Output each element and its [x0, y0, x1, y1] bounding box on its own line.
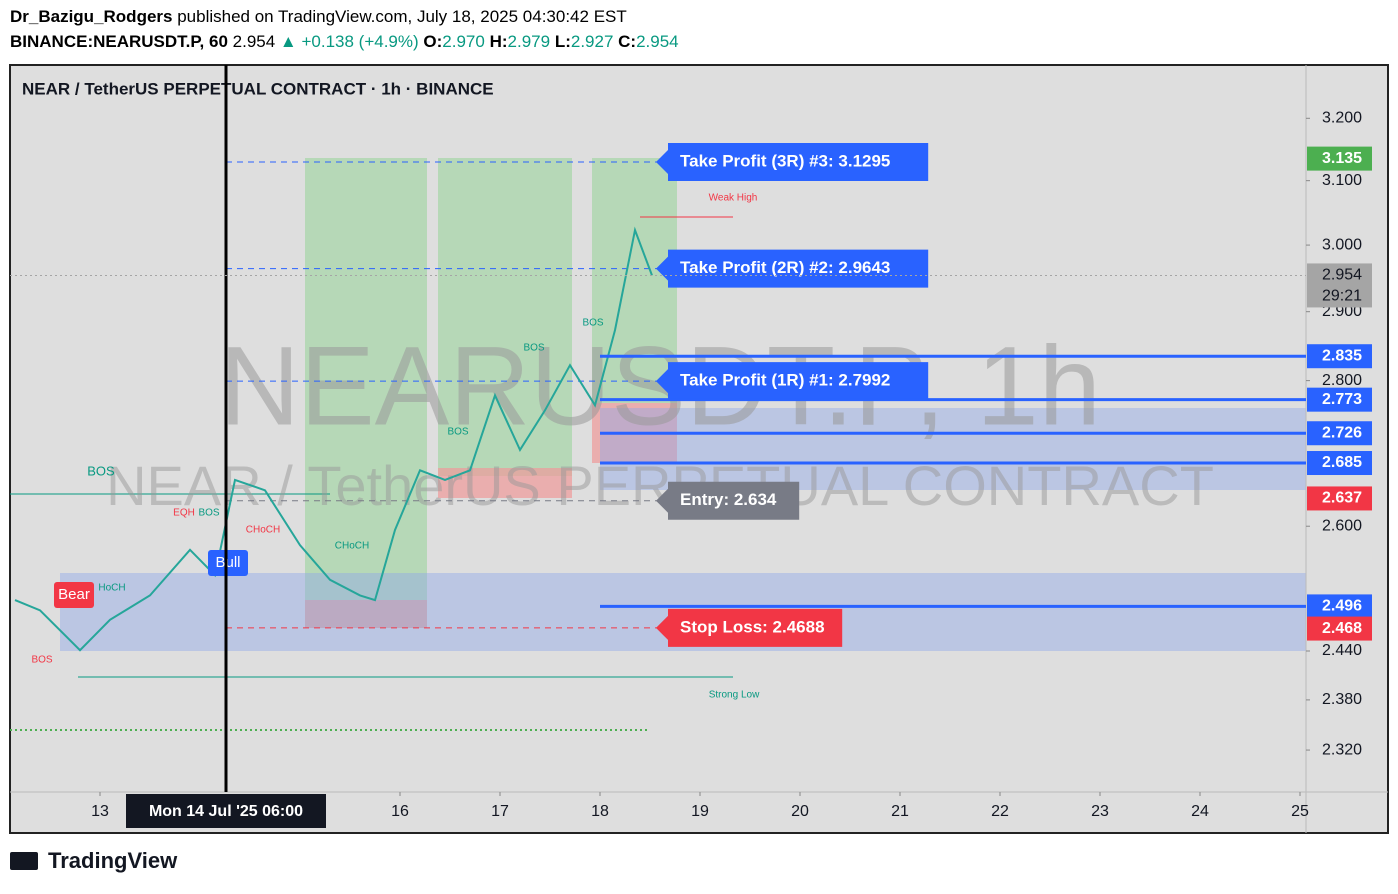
y-tick-label: 2.380 — [1322, 691, 1362, 708]
structure-marker: CHoCH — [335, 541, 369, 552]
structure-marker: BOS — [198, 508, 219, 519]
trade-label-box — [656, 249, 929, 288]
level-label: 2.773 — [1322, 391, 1362, 408]
structure-marker: EQH — [173, 508, 195, 519]
level-label: 2.685 — [1322, 454, 1362, 471]
ohlc-value: 2.954 — [636, 32, 679, 51]
level-label-box — [1307, 616, 1372, 641]
ohlc: O:2.970 H:2.979 L:2.927 C:2.954 — [423, 32, 678, 51]
level-label: 2.468 — [1322, 620, 1362, 637]
structure-marker: BOS — [31, 655, 52, 666]
plot-area — [10, 158, 1306, 731]
signal-tag-label: Bull — [215, 554, 240, 571]
level-label: 2.954 — [1322, 267, 1362, 284]
y-tick-label: 2.600 — [1322, 517, 1362, 534]
trade-label-box — [656, 362, 929, 401]
crosshair-label: Mon 14 Jul '25 06:00 — [149, 803, 303, 820]
header-line-2: BINANCE:NEARUSDT.P, 60 2.954 ▲ +0.138 (+… — [10, 32, 679, 51]
x-tick-label: 23 — [1091, 803, 1109, 820]
y-tick-label: 3.200 — [1322, 110, 1362, 127]
supply-zone — [600, 408, 1306, 490]
structure-marker: CHoCH — [246, 525, 280, 536]
level-label-box — [1307, 486, 1372, 511]
level-label-box — [1307, 344, 1372, 369]
last-price: 2.954 — [233, 32, 276, 51]
signal-tag-label: Bear — [58, 586, 90, 603]
logo-text: TradingView — [48, 848, 178, 873]
signal-tag — [208, 550, 248, 576]
symbol: BINANCE:NEARUSDT.P, 60 — [10, 32, 228, 51]
ohlc-value: 2.927 — [571, 32, 614, 51]
ohlc-key: O: — [423, 32, 442, 51]
structure-marker: Strong Low — [709, 690, 760, 701]
header-line-1: Dr_Bazigu_Rodgers published on TradingVi… — [10, 7, 627, 26]
level-label: 2.835 — [1322, 347, 1362, 364]
structure-marker: Weak High — [709, 193, 758, 204]
chart-frame — [9, 64, 1389, 834]
level-label-box — [1307, 263, 1372, 308]
ohlc-value: 2.970 — [442, 32, 485, 51]
logo-icon — [10, 852, 38, 870]
trade-label-box — [656, 481, 800, 520]
profit-zone — [438, 158, 572, 476]
ohlc-key: L: — [555, 32, 571, 51]
structure-marker: HoCH — [98, 583, 125, 594]
x-tick-label: 24 — [1191, 803, 1209, 820]
profit-zone — [305, 158, 427, 628]
trade-label: Stop Loss: 2.4688 — [680, 617, 825, 636]
y-tick-label: 2.440 — [1322, 642, 1362, 659]
trade-label: Take Profit (3R) #3: 3.1295 — [680, 152, 890, 171]
price-line — [14, 226, 653, 652]
y-tick-label: 2.800 — [1322, 372, 1362, 389]
trade-label: Entry: 2.634 — [680, 490, 777, 509]
level-label: 2.496 — [1322, 598, 1362, 615]
level-label-box — [1307, 421, 1372, 446]
ohlc-key: C: — [618, 32, 636, 51]
y-tick-label: 2.320 — [1322, 741, 1362, 758]
level-label-box — [1307, 146, 1372, 171]
ohlc-key: H: — [490, 32, 508, 51]
x-tick-label: 17 — [491, 803, 509, 820]
chart-title: NEAR / TetherUS PERPETUAL CONTRACT · 1h … — [22, 79, 494, 98]
x-tick-label: 21 — [891, 803, 909, 820]
x-tick-label: 22 — [991, 803, 1009, 820]
x-tick-label: 13 — [91, 803, 109, 820]
crosshair-label-box — [126, 794, 326, 828]
structure-marker: BOS — [447, 427, 468, 438]
change: ▲ +0.138 (+4.9%) — [280, 32, 419, 51]
trade-label: Take Profit (1R) #1: 2.7992 — [680, 371, 890, 390]
published: published on TradingView.com, July 18, 2… — [177, 7, 627, 26]
loss-zone — [305, 600, 427, 628]
level-label: 2.726 — [1322, 424, 1362, 441]
y-tick-label: 3.100 — [1322, 172, 1362, 189]
watermark: NEARUSDT.P, 1h — [219, 324, 1101, 449]
x-tick-label: 16 — [391, 803, 409, 820]
structure-marker: BOS — [582, 318, 603, 329]
structure-marker: BOS — [87, 463, 115, 478]
logo: TradingView — [10, 848, 178, 873]
level-label-box — [1307, 594, 1372, 619]
level-label: 3.135 — [1322, 150, 1362, 167]
signal-tag — [54, 582, 94, 608]
ohlc-value: 2.979 — [508, 32, 551, 51]
trade-label-box — [656, 143, 929, 182]
trade-label-box — [656, 608, 843, 647]
y-tick-label: 3.000 — [1322, 236, 1362, 253]
level-label: 2.637 — [1322, 490, 1362, 507]
x-tick-label: 18 — [591, 803, 609, 820]
level-label-box — [1307, 451, 1372, 476]
x-tick-label: 25 — [1291, 803, 1309, 820]
structure-marker: BOS — [523, 343, 544, 354]
author: Dr_Bazigu_Rodgers — [10, 7, 172, 26]
x-tick-label: 19 — [691, 803, 709, 820]
trade-label: Take Profit (2R) #2: 2.9643 — [680, 258, 890, 277]
x-tick-label: 20 — [791, 803, 809, 820]
countdown: 29:21 — [1322, 288, 1362, 305]
level-label-box — [1307, 387, 1372, 412]
